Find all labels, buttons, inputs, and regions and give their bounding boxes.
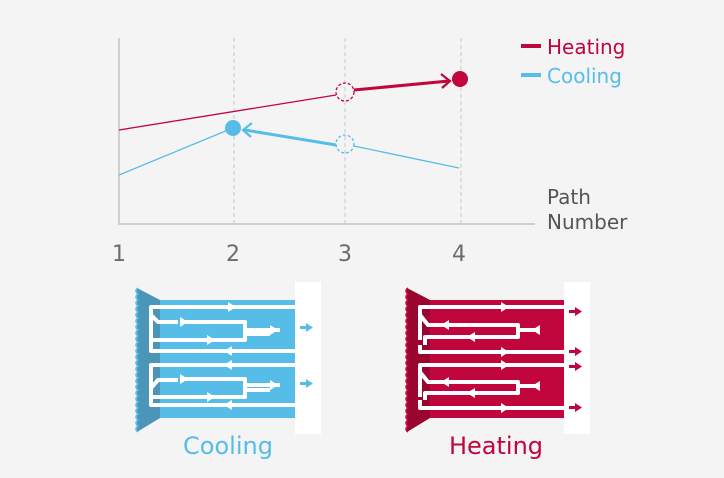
x-tick-1: 1 [112,242,126,267]
cooling-coil-header [137,288,160,432]
cooling-previous-point [335,134,355,154]
heating-coil-backplate [564,282,590,434]
heating-coil-body [430,300,564,418]
cooling-arrow [244,128,337,147]
cooling-line-right [353,145,460,169]
heating-arrowhead [440,73,452,89]
heating-line [118,94,337,131]
cooling-coil-backplate [295,282,321,434]
legend-cooling-label: Cooling [547,64,622,88]
x-tick-3: 3 [338,242,352,267]
cooling-coil-caption: Cooling [183,432,273,460]
heating-coil-caption: Heating [449,432,543,460]
heating-previous-point [335,82,355,102]
x-tick-4: 4 [452,242,466,267]
heating-arrow [353,79,450,92]
heating-optimal-point [452,71,468,87]
cooling-optimal-point [225,120,241,136]
cooling-line-left [118,129,229,176]
heating-coil [405,282,590,434]
cooling-coil-fins [135,287,140,433]
cooling-arrowhead [241,122,253,138]
x-axis-label-line1: Path [547,185,591,209]
x-axis-label-line2: Number [547,210,628,234]
legend-heating-label: Heating [547,35,625,59]
heating-coil-fins [405,287,410,433]
x-tick-2: 2 [226,242,240,267]
cooling-coil [135,282,321,434]
